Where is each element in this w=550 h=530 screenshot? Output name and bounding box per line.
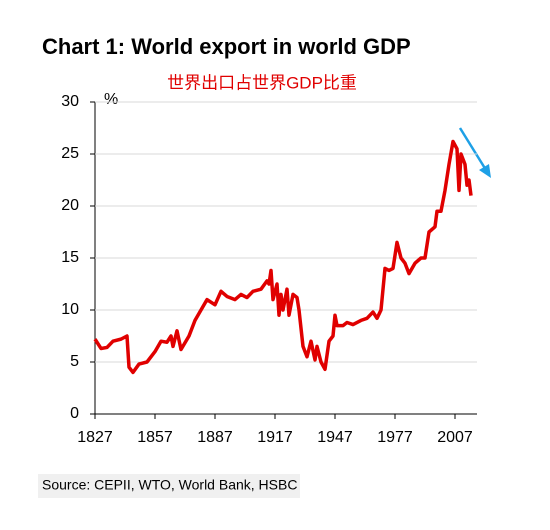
y-tick-label: 5 — [70, 353, 79, 370]
x-tick-label: 1917 — [257, 429, 293, 446]
x-tick-label: 1977 — [377, 429, 413, 446]
y-tick-label: 0 — [70, 405, 79, 422]
arrow — [458, 127, 488, 171]
x-tick-label: 1887 — [197, 429, 233, 446]
y-axis-label: % — [104, 91, 118, 108]
y-tick-label: 15 — [61, 249, 79, 266]
chart-title: Chart 1: World export in world GDP — [42, 34, 411, 59]
y-tick-label: 20 — [61, 197, 79, 214]
x-tick-label: 1947 — [317, 429, 353, 446]
x-tick-label: 1857 — [137, 429, 173, 446]
arrow-head — [479, 164, 491, 178]
x-tick-label: 1827 — [77, 429, 113, 446]
x-tick-label: 2007 — [437, 429, 473, 446]
source: Source: CEPII, WTO, World Bank, HSBC — [42, 477, 297, 493]
y-tick-label: 25 — [61, 145, 79, 162]
source-box — [38, 474, 300, 498]
chart-subtitle: 世界出口占世界GDP比重 — [167, 73, 357, 92]
line — [93, 139, 473, 375]
y-tick-label: 30 — [61, 93, 79, 110]
y-tick-label: 10 — [61, 301, 79, 318]
